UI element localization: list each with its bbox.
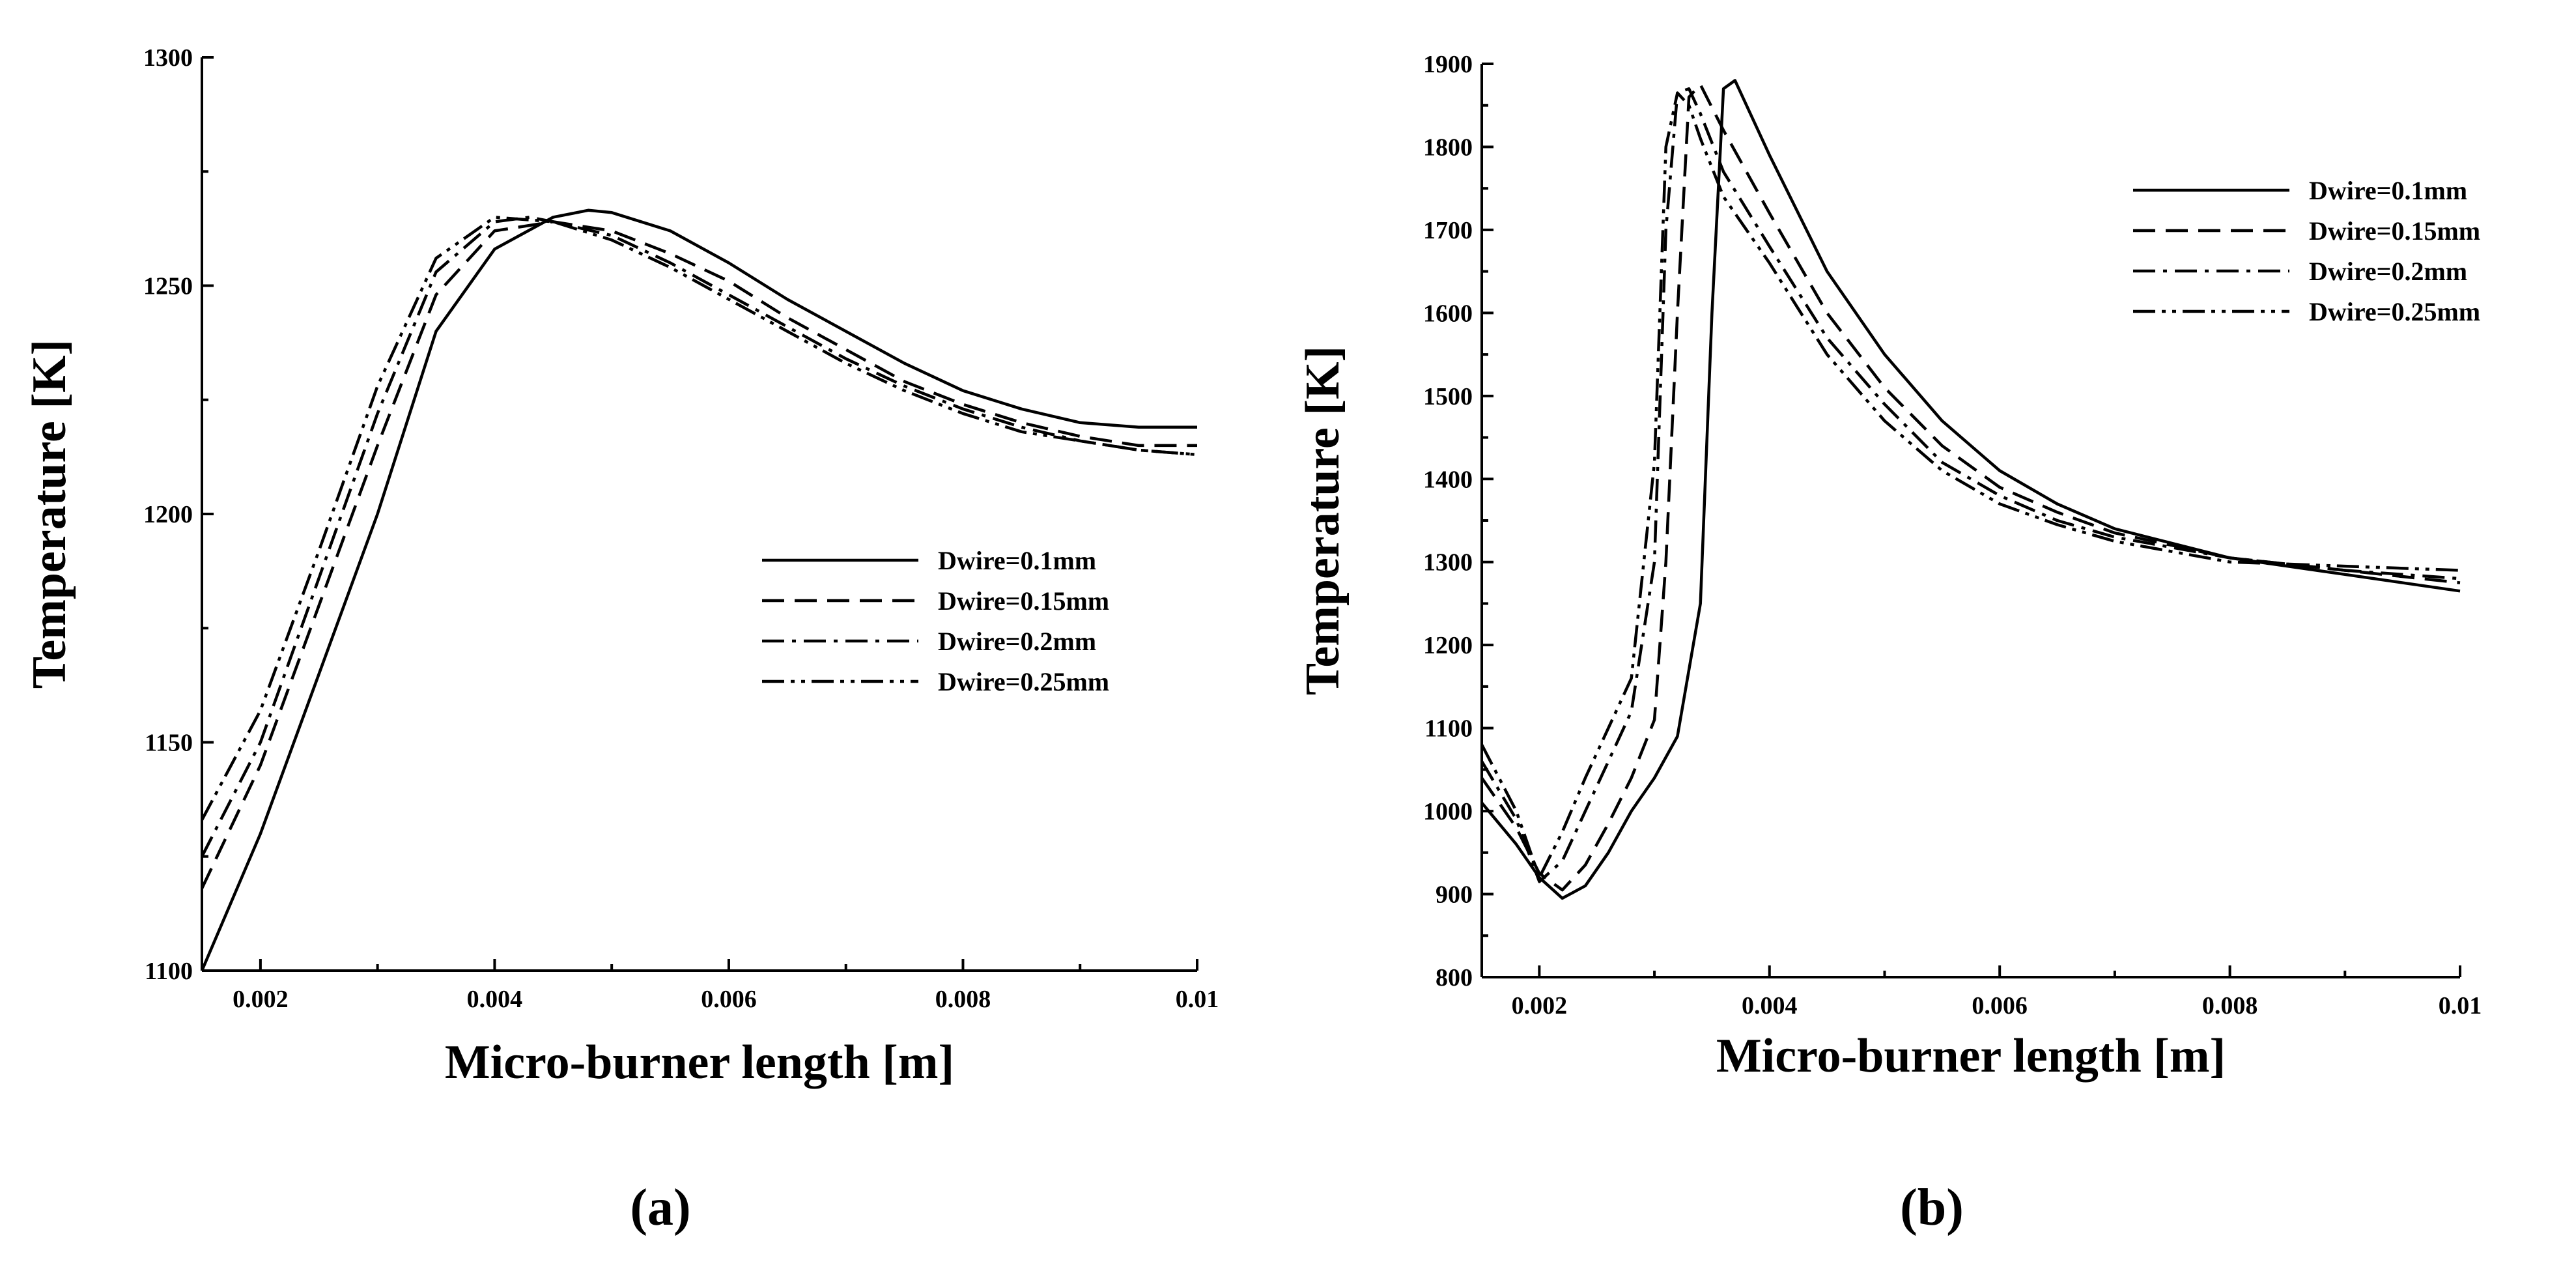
y-tick-label: 1300 [1423,549,1473,577]
y-tick-label: 1600 [1423,300,1473,327]
y-tick-label: 900 [1436,881,1473,909]
series-line-dwire-0-15mm [1480,83,2461,892]
x-tick-label: 0.01 [2439,992,2482,1019]
legend-label: Dwire=0.15mm [2309,216,2480,246]
chart-panel-1: 1100 1150 1200 1250 1300 0.002 0.004 0.006 0.008… [23,44,1219,1236]
y-tick-label: 800 [1436,964,1473,991]
y-tick-label: 1500 [1423,383,1473,410]
y-tick-label: 1150 [145,730,193,757]
x-tick-label: 0.002 [1512,992,1568,1019]
series-line-dwire-0-1mm [200,208,1197,971]
y-tick-label: 1200 [1423,632,1473,659]
series-line-dwire-0-2mm [200,216,1198,857]
x-axis-title: Micro-burner length [m] [1716,1029,2226,1083]
legend-label: Dwire=0.25mm [2309,297,2480,326]
panel-label: (b) [1900,1179,1964,1236]
series-line-dwire-0-25mm [201,216,1198,821]
legend-label: Dwire=0.2mm [2309,257,2467,286]
legend-label: Dwire=0.1mm [938,546,1096,575]
y-tick-label: 1900 [1423,51,1473,78]
y-tick-label: 1200 [143,501,193,528]
y-tick-label: 1400 [1423,466,1473,493]
y-axis-title: Temperature [K] [1296,346,1350,695]
y-tick-label: 1100 [145,958,193,985]
legend-label: Dwire=0.1mm [2309,176,2467,205]
x-tick-label: 0.006 [1972,992,2028,1019]
x-tick-label: 0.008 [935,986,991,1013]
x-tick-label: 0.004 [467,986,523,1013]
y-tick-label: 1000 [1423,798,1473,825]
y-tick-label: 1700 [1423,217,1473,244]
legend: Dwire=0.1mm Dwire=0.15mm Dwire=0.2mm Dwire=… [2133,176,2480,326]
series-line-dwire-0-15mm [200,220,1197,889]
y-tick-label: 1300 [143,44,193,72]
x-tick-label: 0.006 [701,986,757,1013]
legend-label: Dwire=0.25mm [938,667,1109,696]
series-line-dwire-0-1mm [1480,79,2461,900]
chart-panel-2: 800 900 1000 1100 1200 1300 1400 1500 1600 1700 18… [1296,51,2482,1236]
legend: Dwire=0.1mm Dwire=0.15mm Dwire=0.2mm Dwire=… [762,546,1109,696]
y-tick-label: 1100 [1424,715,1473,743]
x-tick-label: 0.008 [2202,992,2258,1019]
x-axis-title: Micro-burner length [m] [445,1036,954,1089]
y-tick-label: 1800 [1423,134,1473,161]
legend-label: Dwire=0.15mm [938,586,1109,616]
series-line-dwire-0-2mm [1480,87,2461,883]
series-line-dwire-0-25mm [1480,91,2461,879]
y-tick-label: 1250 [143,273,193,300]
y-axis-title: Temperature [K] [23,339,76,689]
panel-label: (a) [630,1179,690,1236]
x-tick-label: 0.004 [1742,992,1798,1019]
legend-label: Dwire=0.2mm [938,627,1096,656]
x-tick-label: 0.01 [1176,986,1219,1013]
x-tick-label: 0.002 [233,986,289,1013]
